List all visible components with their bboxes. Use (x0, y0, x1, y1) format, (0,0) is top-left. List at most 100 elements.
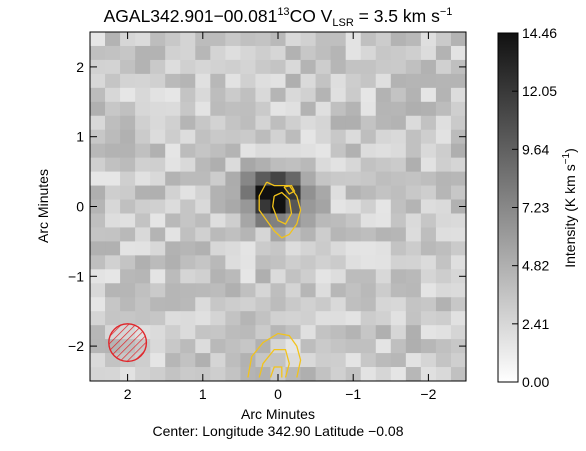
map-pixel (210, 269, 226, 284)
map-pixel (330, 87, 347, 103)
x-tick-label: 0 (274, 386, 282, 402)
map-pixel (225, 32, 241, 47)
map-pixel (315, 171, 332, 187)
map-pixel (195, 213, 211, 228)
map-pixel (330, 143, 347, 159)
map-pixel (90, 311, 106, 326)
map-pixel (375, 115, 392, 131)
map-pixel (360, 185, 377, 201)
map-pixel (165, 353, 181, 368)
map-pixel (270, 73, 287, 89)
map-pixel (405, 185, 422, 201)
map-pixel (105, 283, 121, 298)
colorbar-tick-label: 2.41 (522, 316, 549, 332)
chart-title: AGAL342.901−00.08113CO VLSR = 3.5 km s−1 (104, 6, 453, 29)
map-pixel (285, 311, 302, 326)
map-pixel (345, 59, 362, 75)
map-pixel (90, 32, 106, 47)
map-pixel (405, 115, 422, 131)
map-pixel (390, 339, 407, 354)
map-pixel (150, 199, 166, 214)
map-pixel (120, 129, 136, 145)
map-pixel (330, 227, 347, 242)
map-pixel (315, 227, 332, 242)
map-pixel (345, 115, 362, 131)
map-pixel (405, 73, 422, 89)
map-pixel (330, 101, 347, 117)
map-pixel (390, 32, 407, 47)
map-pixel (165, 73, 181, 89)
map-pixel (210, 157, 226, 173)
map-pixel (300, 45, 317, 61)
map-pixel (315, 157, 332, 173)
map-pixel (300, 339, 317, 354)
map-pixel (360, 199, 377, 214)
map-pixel (435, 353, 452, 368)
map-pixel (315, 255, 332, 270)
colorbar-tick-label: 9.64 (522, 141, 549, 157)
map-pixel (420, 255, 437, 270)
map-pixel (225, 129, 241, 145)
map-pixel (195, 115, 211, 131)
x-tick-label: −2 (420, 386, 436, 402)
map-pixel (330, 199, 347, 214)
map-pixel (90, 115, 106, 131)
map-pixel (105, 143, 121, 159)
map-pixel (390, 157, 407, 173)
map-pixel (150, 115, 166, 131)
map-pixel (330, 297, 347, 312)
map-pixel (255, 367, 271, 382)
map-pixel (360, 227, 377, 242)
map-pixel (315, 73, 332, 89)
map-pixel (420, 283, 437, 298)
contour-layer (247, 181, 302, 378)
map-pixel (435, 227, 452, 242)
map-pixel (285, 59, 302, 75)
map-pixel (405, 157, 422, 173)
map-pixel (360, 255, 377, 270)
map-pixel (315, 297, 332, 312)
map-pixel (450, 185, 467, 201)
map-pixel (240, 269, 256, 284)
map-pixel (405, 241, 422, 256)
map-pixel (120, 199, 136, 214)
map-pixel (450, 227, 467, 242)
map-pixel (180, 199, 196, 214)
map-pixel (225, 255, 241, 270)
map-pixel (270, 157, 287, 173)
map-pixel (210, 213, 226, 228)
contour-line (258, 348, 290, 378)
map-pixel (240, 241, 256, 256)
map-pixel (390, 367, 407, 382)
map-pixel (420, 311, 437, 326)
map-pixel (390, 255, 407, 270)
map-pixel (315, 115, 332, 131)
map-pixel (150, 353, 166, 368)
map-pixel (405, 101, 422, 117)
map-pixel (405, 325, 422, 340)
map-pixel (255, 32, 271, 47)
map-pixel (255, 227, 271, 242)
map-pixel (210, 129, 226, 145)
map-pixel (285, 101, 302, 117)
map-pixel (195, 283, 211, 298)
map-pixel (390, 353, 407, 368)
y-tick-label: 1 (76, 129, 84, 145)
map-pixel (345, 101, 362, 117)
map-pixel (390, 115, 407, 131)
map-pixel (405, 269, 422, 284)
map-pixel (450, 115, 467, 131)
map-pixel (90, 199, 106, 214)
map-pixel (285, 87, 302, 103)
map-pixel (420, 87, 437, 103)
map-pixel (435, 199, 452, 214)
map-pixel (420, 171, 437, 187)
map-pixel (270, 45, 287, 61)
map-pixel (210, 32, 226, 47)
map-pixel (165, 171, 181, 187)
map-pixel (105, 45, 121, 61)
map-pixel (225, 171, 241, 187)
map-pixel (255, 157, 271, 173)
map-pixel (135, 101, 151, 117)
map-pixel (225, 115, 241, 131)
